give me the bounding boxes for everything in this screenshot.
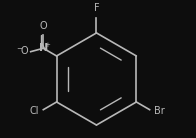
- Text: N: N: [39, 43, 48, 53]
- Text: +: +: [45, 42, 51, 48]
- Text: Cl: Cl: [29, 106, 39, 116]
- Text: F: F: [94, 3, 99, 13]
- Text: O: O: [21, 46, 28, 56]
- Text: −: −: [16, 46, 22, 52]
- Text: O: O: [39, 21, 47, 31]
- Text: Br: Br: [154, 106, 165, 116]
